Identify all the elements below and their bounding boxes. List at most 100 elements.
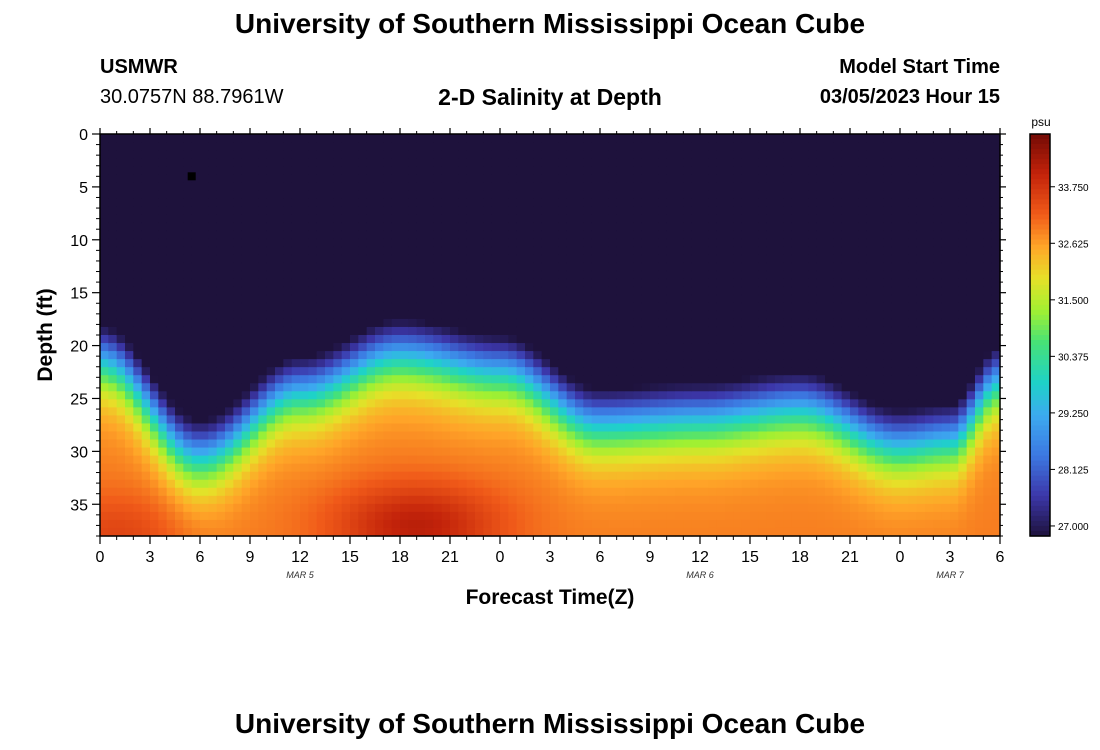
heatmap-cell <box>566 383 576 392</box>
heatmap-cell <box>266 359 276 368</box>
heatmap-cell <box>425 519 434 529</box>
heatmap-cell <box>300 270 309 280</box>
heatmap-cell <box>241 222 251 232</box>
heatmap-cell <box>883 391 893 400</box>
heatmap-cell <box>116 415 126 425</box>
heatmap-cell <box>350 254 359 264</box>
heatmap-cell <box>175 423 184 433</box>
heatmap-cell <box>875 142 884 151</box>
heatmap-cell <box>316 463 326 473</box>
heatmap-cell <box>675 142 684 151</box>
heatmap-cell <box>866 471 876 481</box>
heatmap-cell <box>200 423 209 433</box>
heatmap-cell <box>483 222 493 232</box>
heatmap-cell <box>558 166 568 175</box>
heatmap-cell <box>416 230 426 240</box>
heatmap-cell <box>291 230 301 240</box>
heatmap-cell <box>625 214 634 224</box>
heatmap-cell <box>491 302 501 312</box>
heatmap-cell <box>741 359 751 368</box>
heatmap-cell <box>200 511 209 521</box>
heatmap-cell <box>375 407 384 416</box>
heatmap-cell <box>833 254 843 264</box>
heatmap-cell <box>483 150 493 159</box>
heatmap-cell <box>125 222 134 232</box>
heatmap-cell <box>308 415 318 425</box>
heatmap-cell <box>141 294 151 304</box>
heatmap-cell <box>225 495 234 505</box>
heatmap-cell <box>266 431 276 441</box>
heatmap-cell <box>666 487 676 497</box>
heatmap-cell <box>108 198 118 207</box>
heatmap-cell <box>708 182 718 191</box>
heatmap-cell <box>300 463 309 473</box>
heatmap-cell <box>350 294 359 304</box>
heatmap-cell <box>183 495 193 505</box>
heatmap-cell <box>233 415 243 425</box>
heatmap-cell <box>150 415 159 425</box>
heatmap-cell <box>216 367 226 376</box>
heatmap-cell <box>333 206 343 215</box>
heatmap-cell <box>900 134 909 143</box>
heatmap-cell <box>600 439 609 449</box>
heatmap-cell <box>516 383 526 392</box>
heatmap-cell <box>133 407 143 416</box>
heatmap-cell <box>575 294 584 304</box>
heatmap-cell <box>158 270 168 280</box>
heatmap-cell <box>808 431 818 441</box>
heatmap-cell <box>291 503 301 513</box>
heatmap-cell <box>841 302 851 312</box>
heatmap-cell <box>800 158 809 167</box>
heatmap-cell <box>675 318 684 328</box>
heatmap-cell <box>700 487 709 497</box>
heatmap-cell <box>166 351 176 360</box>
heatmap-cell <box>400 383 409 392</box>
heatmap-cell <box>783 230 793 240</box>
heatmap-cell <box>433 286 443 296</box>
heatmap-cell <box>575 471 584 481</box>
heatmap-cell <box>233 487 243 497</box>
heatmap-cell <box>558 182 568 191</box>
heatmap-cell <box>808 150 818 159</box>
heatmap-cell <box>275 359 284 368</box>
heatmap-cell <box>650 423 659 433</box>
heatmap-cell <box>866 335 876 344</box>
heatmap-cell <box>433 351 443 360</box>
heatmap-cell <box>700 174 709 183</box>
heatmap-cell <box>283 142 293 151</box>
heatmap-cell <box>916 343 926 352</box>
heatmap-cell <box>400 278 409 288</box>
heatmap-cell <box>383 391 393 400</box>
heatmap-cell <box>391 190 401 199</box>
heatmap-cell <box>666 479 676 489</box>
heatmap-cell <box>883 246 893 256</box>
heatmap-cell <box>733 439 743 449</box>
heatmap-cell <box>458 238 468 248</box>
heatmap-cell <box>816 407 826 416</box>
heatmap-cell <box>600 351 609 360</box>
heatmap-cell <box>400 407 409 416</box>
heatmap-cell <box>275 254 284 264</box>
heatmap-cell <box>225 471 234 481</box>
heatmap-cell <box>775 206 784 215</box>
heatmap-cell <box>750 527 759 537</box>
heatmap-cell <box>675 479 684 489</box>
heatmap-cell <box>725 351 734 360</box>
heatmap-cell <box>416 439 426 449</box>
heatmap-cell <box>633 198 643 207</box>
heatmap-cell <box>166 367 176 376</box>
heatmap-cell <box>741 479 751 489</box>
heatmap-cell <box>766 511 776 521</box>
heatmap-cell <box>758 447 768 457</box>
heatmap-cell <box>850 190 859 199</box>
heatmap-cell <box>441 294 451 304</box>
heatmap-cell <box>825 254 834 264</box>
heatmap-cell <box>258 286 268 296</box>
heatmap-cell <box>558 503 568 513</box>
heatmap-cell <box>775 142 784 151</box>
heatmap-cell <box>108 182 118 191</box>
heatmap-cell <box>291 206 301 215</box>
heatmap-cell <box>391 294 401 304</box>
heatmap-cell <box>783 479 793 489</box>
heatmap-cell <box>925 270 934 280</box>
